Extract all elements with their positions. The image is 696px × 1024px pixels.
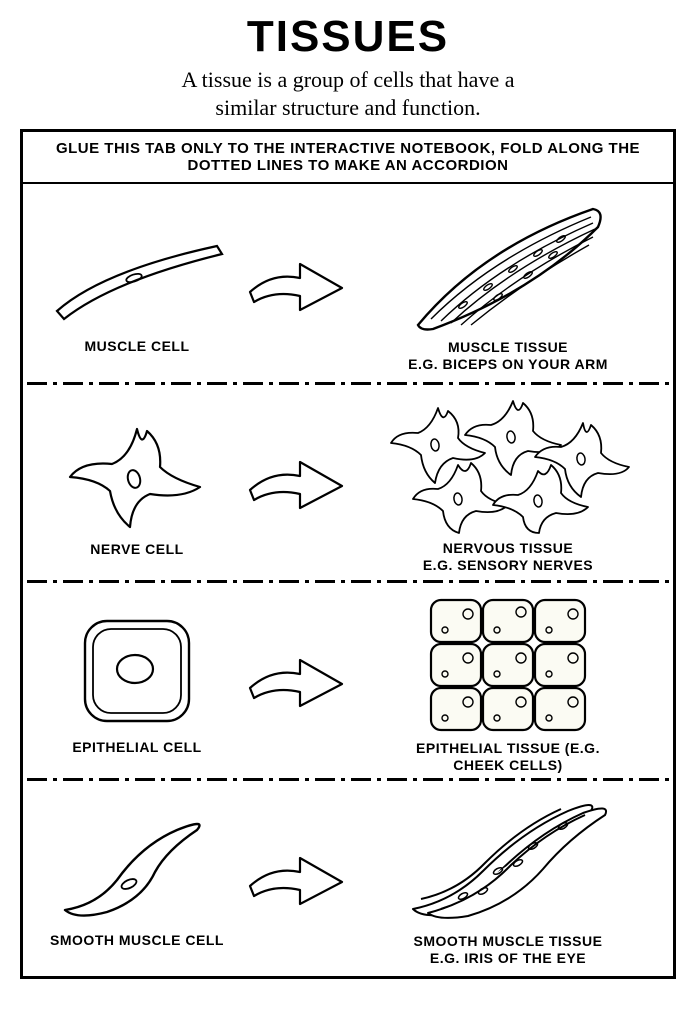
row-epithelial: EPITHELIAL CELL	[23, 580, 673, 778]
muscle-cell-label: MUSCLE CELL	[37, 338, 237, 355]
worksheet-box: GLUE THIS TAB ONLY TO THE INTERACTIVE NO…	[20, 129, 676, 979]
epithelial-tissue-label-1: EPITHELIAL TISSUE (E.G.	[416, 740, 600, 756]
arrow-4	[237, 844, 357, 914]
smooth-muscle-cell-label: SMOOTH MUSCLE CELL	[37, 932, 237, 949]
nerve-cell-icon	[52, 409, 222, 539]
subtitle-line-1: A tissue is a group of cells that have a	[182, 67, 515, 92]
arrow-2	[237, 448, 357, 518]
page-title: TISSUES	[20, 12, 676, 62]
row-nerve: NERVE CELL	[23, 382, 673, 580]
epithelial-tissue-label-2: CHEEK CELLS)	[453, 757, 562, 773]
epithelial-cell-label: EPITHELIAL CELL	[37, 739, 237, 756]
arrow-1	[237, 250, 357, 320]
epithelial-tissue-icon	[413, 588, 603, 738]
row-muscle: MUSCLE CELL	[23, 184, 673, 382]
nervous-tissue-label: NERVOUS TISSUE E.G. SENSORY NERVES	[357, 540, 659, 574]
subtitle-line-2: similar structure and function.	[215, 95, 480, 120]
smooth-muscle-tissue-label: SMOOTH MUSCLE TISSUE E.G. IRIS OF THE EY…	[357, 933, 659, 967]
arrow-3	[237, 646, 357, 716]
instructions-tab: GLUE THIS TAB ONLY TO THE INTERACTIVE NO…	[23, 132, 673, 184]
nervous-tissue-label-1: NERVOUS TISSUE	[443, 540, 573, 556]
muscle-cell-icon	[42, 216, 232, 336]
smooth-muscle-tissue-label-2: E.G. IRIS OF THE EYE	[430, 950, 586, 966]
muscle-tissue-icon	[393, 197, 623, 337]
nervous-tissue-area: NERVOUS TISSUE E.G. SENSORY NERVES	[357, 393, 659, 574]
smooth-muscle-cell-icon	[47, 810, 227, 930]
muscle-tissue-label-1: MUSCLE TISSUE	[448, 339, 568, 355]
nerve-cell-area: NERVE CELL	[37, 409, 237, 558]
arrow-icon	[242, 448, 352, 518]
muscle-tissue-area: MUSCLE TISSUE E.G. BICEPS ON YOUR ARM	[357, 197, 659, 373]
muscle-tissue-label: MUSCLE TISSUE E.G. BICEPS ON YOUR ARM	[357, 339, 659, 373]
arrow-icon	[242, 844, 352, 914]
smooth-muscle-tissue-label-1: SMOOTH MUSCLE TISSUE	[414, 933, 603, 949]
muscle-cell-area: MUSCLE CELL	[37, 216, 237, 355]
epithelial-tissue-label: EPITHELIAL TISSUE (E.G. CHEEK CELLS)	[357, 740, 659, 774]
epithelial-cell-area: EPITHELIAL CELL	[37, 607, 237, 756]
nerve-cell-label: NERVE CELL	[37, 541, 237, 558]
row-smooth-muscle: SMOOTH MUSCLE CELL	[23, 778, 673, 976]
epithelial-cell-icon	[67, 607, 207, 737]
nervous-tissue-label-2: E.G. SENSORY NERVES	[423, 557, 593, 573]
arrow-icon	[242, 250, 352, 320]
muscle-tissue-label-2: E.G. BICEPS ON YOUR ARM	[408, 356, 608, 372]
page-subtitle: A tissue is a group of cells that have a…	[20, 66, 676, 121]
smooth-muscle-tissue-area: SMOOTH MUSCLE TISSUE E.G. IRIS OF THE EY…	[357, 791, 659, 967]
smooth-muscle-tissue-icon	[393, 791, 623, 931]
smooth-muscle-cell-area: SMOOTH MUSCLE CELL	[37, 810, 237, 949]
epithelial-cell-label-text: EPITHELIAL CELL	[72, 739, 201, 755]
nervous-tissue-icon	[383, 393, 633, 538]
arrow-icon	[242, 646, 352, 716]
epithelial-tissue-area: EPITHELIAL TISSUE (E.G. CHEEK CELLS)	[357, 588, 659, 774]
